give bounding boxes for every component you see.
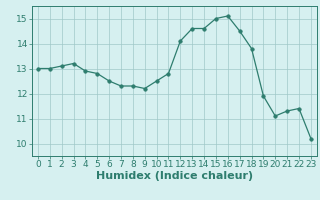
X-axis label: Humidex (Indice chaleur): Humidex (Indice chaleur) — [96, 171, 253, 181]
